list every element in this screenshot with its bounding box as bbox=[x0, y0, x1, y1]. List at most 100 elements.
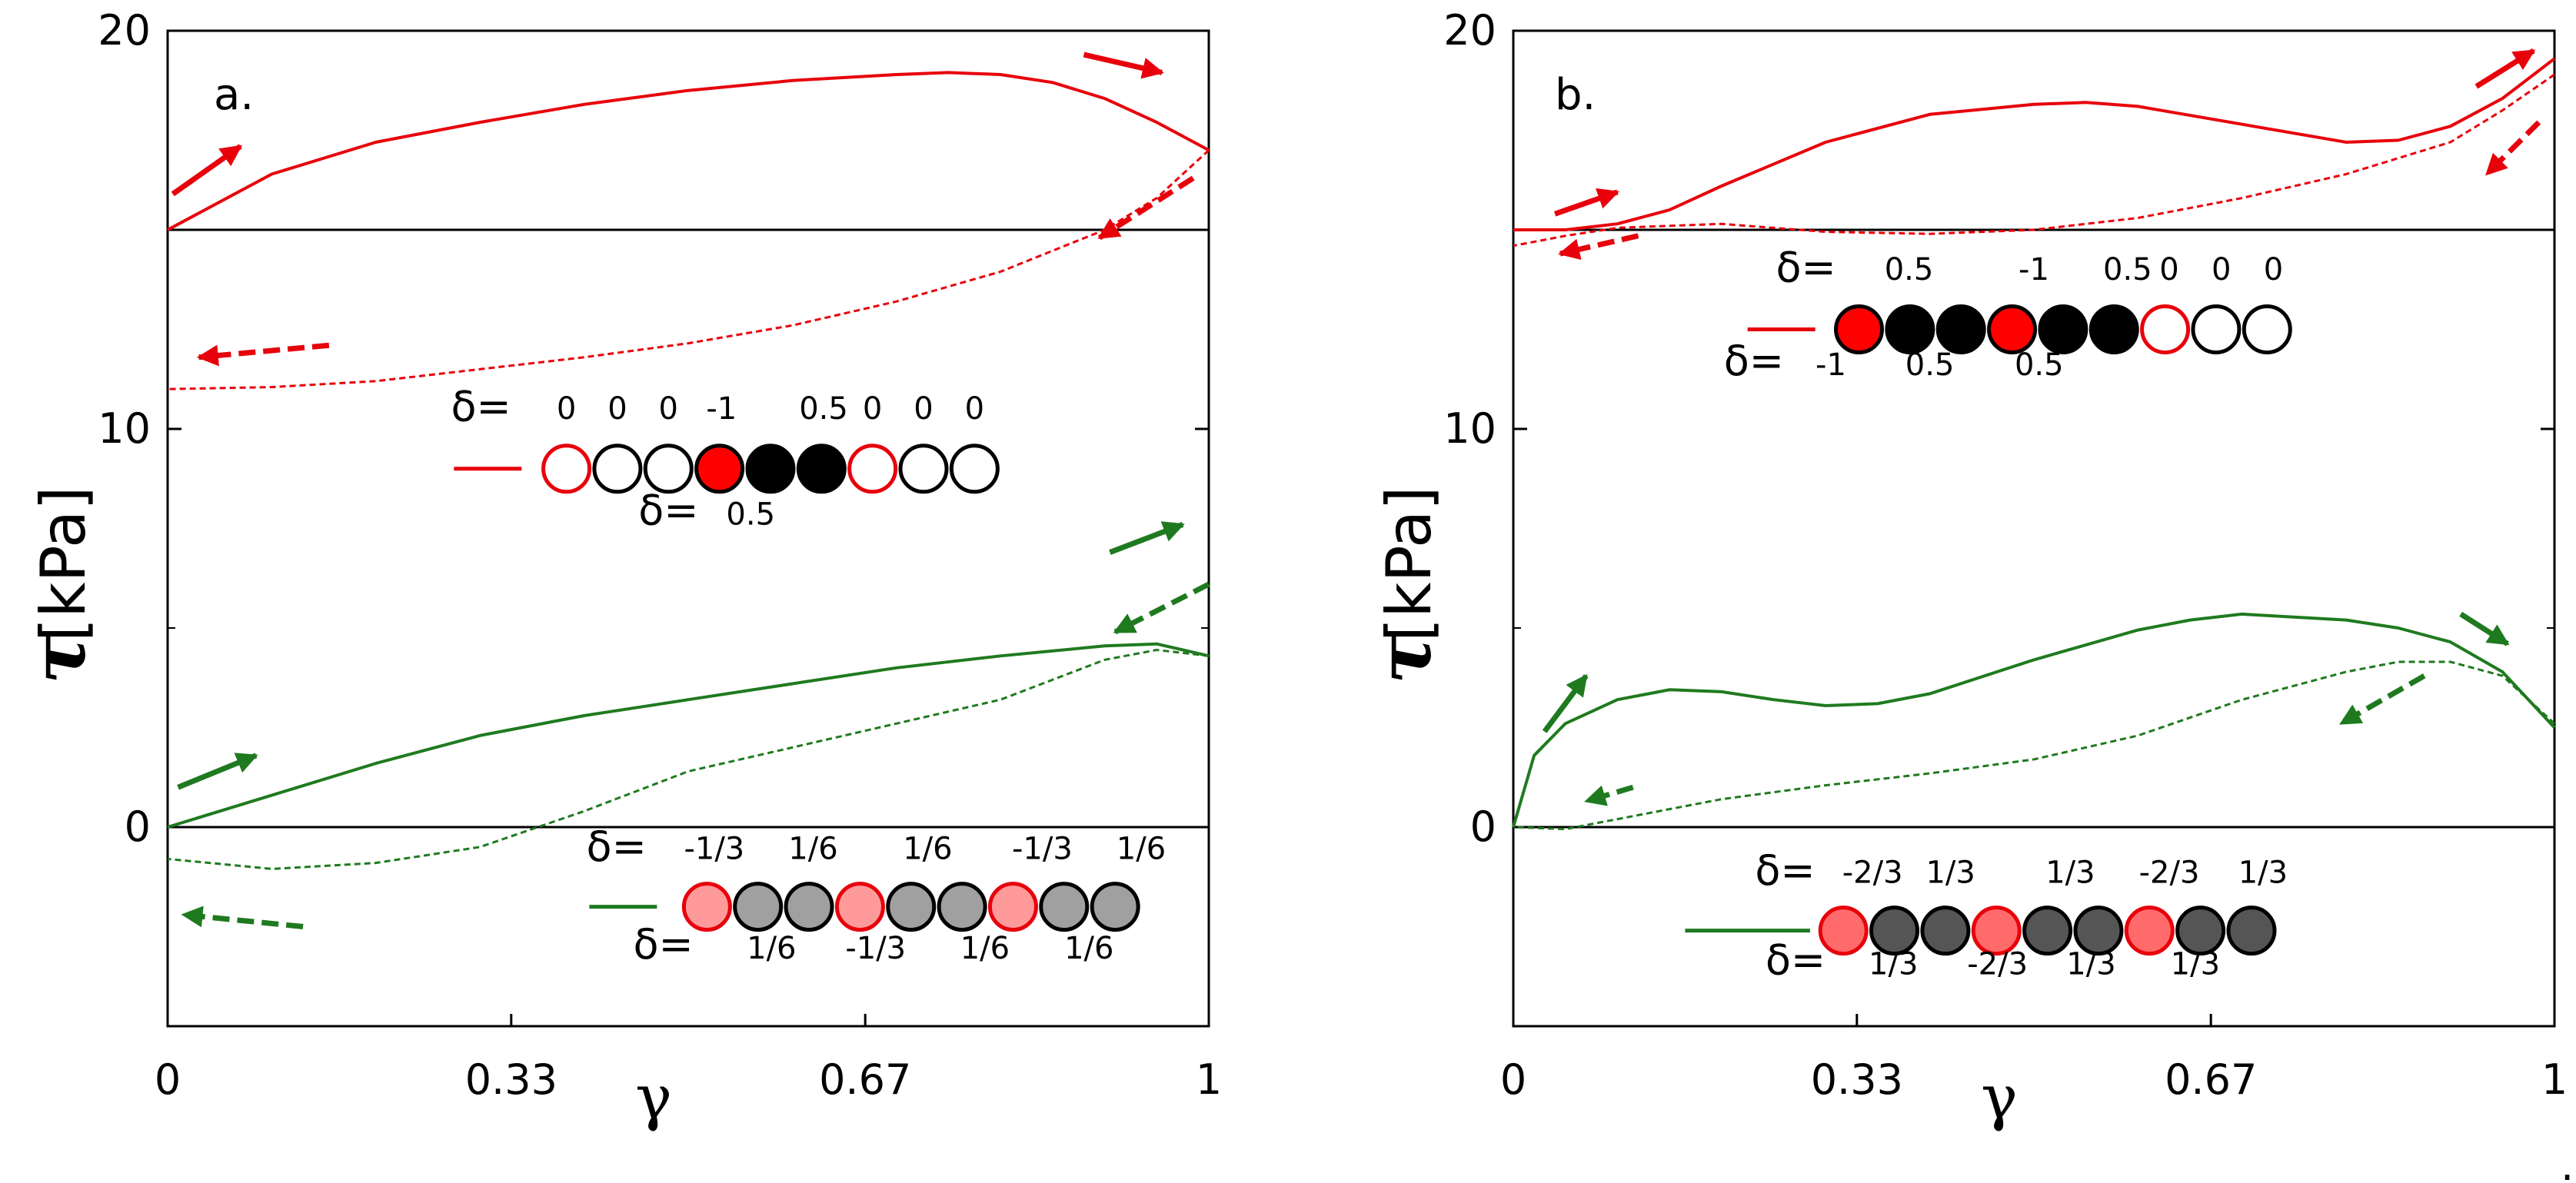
panel-label: a. bbox=[214, 70, 254, 120]
loading-arrow bbox=[1542, 673, 1589, 733]
x-tick-label: 1 bbox=[1196, 1055, 1222, 1104]
x-tick-label: 0.67 bbox=[819, 1055, 911, 1104]
legend-particle bbox=[1987, 304, 2038, 354]
legend-delta-value: 1/6 bbox=[960, 931, 1010, 966]
legend-delta-value: -1 bbox=[1816, 347, 1846, 383]
loading-arrow bbox=[2459, 611, 2510, 646]
legend-delta-value: 0 bbox=[2159, 252, 2178, 287]
legend-particle bbox=[745, 444, 796, 494]
legend-particle bbox=[643, 444, 694, 494]
legend-particle bbox=[1039, 882, 1090, 932]
loading-arrow bbox=[1554, 188, 1620, 217]
legend-delta-value: 0 bbox=[2212, 252, 2231, 287]
legend-delta-value: 1/6 bbox=[1064, 931, 1113, 966]
series-red-unloading bbox=[1513, 73, 2555, 248]
y-tick-label: 10 bbox=[1443, 404, 1496, 453]
legend-particle bbox=[1090, 882, 1140, 932]
y-axis-label-symbol: τ bbox=[15, 634, 102, 684]
series-green-unloading bbox=[1513, 660, 2556, 831]
legend-delta-head: δ= bbox=[1766, 936, 1825, 985]
legend-delta-value: -2/3 bbox=[1967, 947, 2028, 982]
loading-arrow bbox=[1083, 52, 1164, 79]
legend-particle bbox=[1935, 304, 1986, 354]
x-axis-label: γ bbox=[1981, 1062, 2018, 1133]
legend-particle bbox=[2226, 906, 2277, 956]
unloading-arrow bbox=[1558, 233, 1639, 261]
unloading-arrow bbox=[1584, 784, 1634, 806]
legend-particle bbox=[1920, 906, 1971, 956]
legend-particle bbox=[2038, 304, 2088, 354]
legend-delta-value: 1/3 bbox=[2238, 856, 2288, 891]
x-tick-label: 1 bbox=[2541, 1055, 2568, 1104]
legend-delta-value: 0.5 bbox=[726, 497, 775, 532]
legend-delta-value: 0 bbox=[557, 391, 576, 427]
legend-delta-head: δ= bbox=[1724, 337, 1784, 385]
legend-particle bbox=[898, 444, 949, 494]
legend-delta-value: 1/6 bbox=[903, 831, 952, 866]
y-tick-label: 10 bbox=[98, 404, 151, 453]
y-axis-label-unit: [kPa] bbox=[28, 487, 99, 642]
legend-delta-value: 0.5 bbox=[2015, 347, 2064, 383]
legend-particle bbox=[1834, 304, 1885, 354]
legend-particle bbox=[733, 882, 784, 932]
legend-delta-value: 0 bbox=[863, 391, 882, 427]
legend-delta-value: 0.5 bbox=[799, 391, 848, 427]
legend-particle bbox=[1885, 304, 1935, 354]
legend-particle bbox=[694, 444, 745, 494]
unloading-arrow bbox=[181, 906, 304, 929]
legend-delta-value: 0 bbox=[914, 391, 933, 427]
legend-particle bbox=[987, 882, 1038, 932]
legend-delta-head: δ= bbox=[1755, 846, 1815, 895]
legend-delta-value: 1/6 bbox=[788, 831, 837, 866]
legend-particle bbox=[681, 882, 732, 932]
x-tick-label: 0.33 bbox=[465, 1055, 557, 1104]
legend-delta-head: δ= bbox=[633, 920, 693, 969]
plot-frame bbox=[1512, 29, 2556, 1028]
legend-delta-value: 0.5 bbox=[2103, 252, 2152, 287]
series-red-loading bbox=[1513, 57, 2556, 231]
legend-particle bbox=[1869, 906, 1920, 956]
loading-arrow bbox=[1109, 521, 1185, 555]
legend-particle bbox=[541, 444, 592, 494]
legend-delta-value: 0.5 bbox=[1905, 347, 1955, 383]
legend-particle bbox=[2022, 906, 2073, 956]
series-red-unloading bbox=[167, 149, 1210, 390]
legend-particle bbox=[2175, 906, 2226, 956]
legend-delta-value: -1 bbox=[706, 391, 737, 427]
legend-particle bbox=[1971, 906, 2022, 956]
series-red-loading bbox=[167, 71, 1210, 231]
legend-particle bbox=[784, 882, 834, 932]
series-green-loading bbox=[167, 642, 1210, 829]
legend-delta-value: -2/3 bbox=[1842, 856, 1903, 891]
legend-particle bbox=[2191, 304, 2242, 354]
legend-delta-value: -1 bbox=[2019, 252, 2049, 287]
panel-label: b. bbox=[1555, 70, 1596, 120]
legend-delta-value: 0 bbox=[965, 391, 984, 427]
legend-delta-value: -1/3 bbox=[845, 931, 906, 966]
legend-delta-value: 0 bbox=[2264, 252, 2283, 287]
y-tick-label: 20 bbox=[98, 6, 151, 55]
x-tick-label: 0.67 bbox=[2165, 1055, 2257, 1104]
legend-delta-head: δ= bbox=[451, 383, 511, 431]
series-green-loading bbox=[1512, 612, 2556, 828]
unloading-arrow bbox=[2484, 120, 2541, 176]
legend-particle bbox=[886, 882, 937, 932]
legend-particle bbox=[1818, 906, 1869, 956]
legend-delta-value: 1/6 bbox=[1117, 831, 1166, 866]
legend-delta-value: 1/3 bbox=[2066, 947, 2115, 982]
y-tick-label: 20 bbox=[1443, 6, 1496, 55]
legend-particle bbox=[937, 882, 987, 932]
unloading-arrow bbox=[1097, 175, 1195, 241]
x-tick-label: 0 bbox=[1500, 1055, 1526, 1104]
trailing-mark: . bbox=[2561, 1141, 2574, 1183]
legend-delta-value: 1/3 bbox=[1925, 856, 1975, 891]
unloading-arrow bbox=[2339, 673, 2426, 726]
y-axis-label-symbol: τ bbox=[1361, 634, 1448, 684]
legend-delta-value: -1/3 bbox=[1012, 831, 1073, 866]
loading-arrow bbox=[2474, 48, 2536, 89]
legend-particle bbox=[847, 444, 898, 494]
legend-delta-value: 1/6 bbox=[747, 931, 796, 966]
